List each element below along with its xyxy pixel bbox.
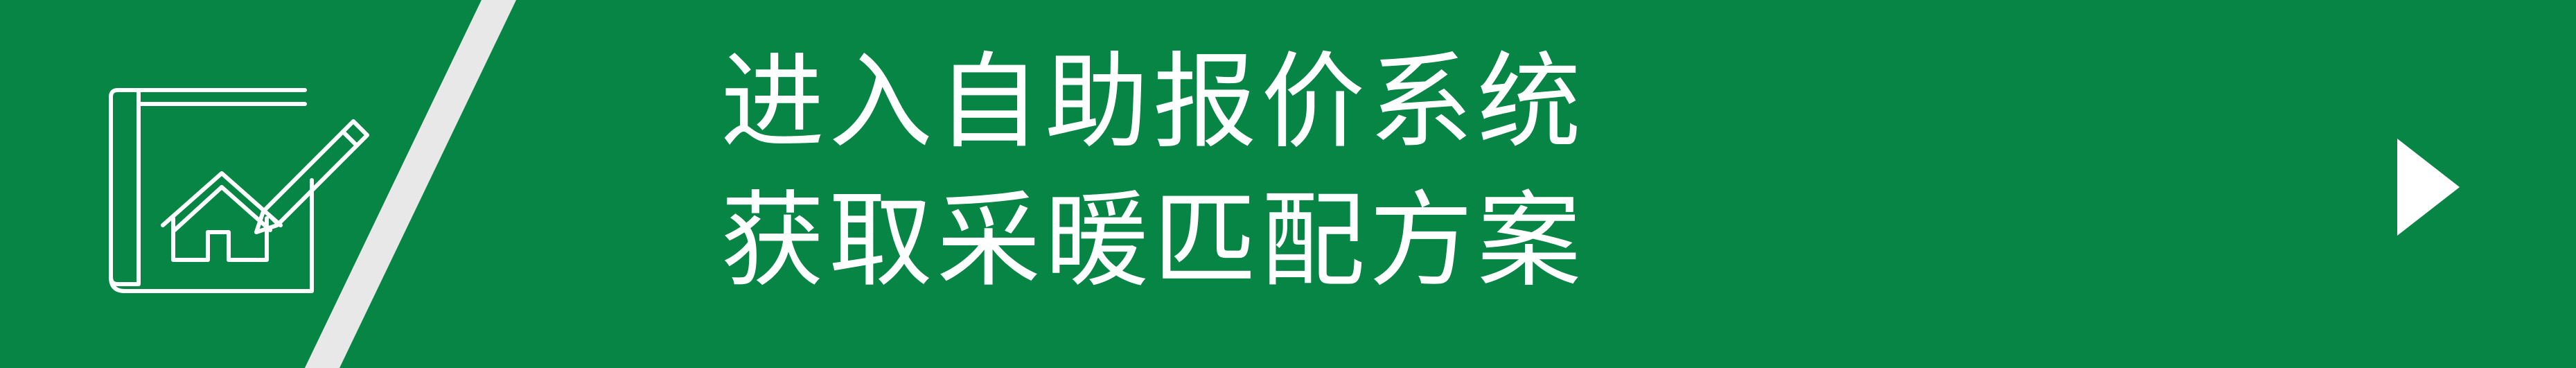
play-arrow-icon[interactable] bbox=[2390, 135, 2467, 239]
banner-line-2: 获取采暖匹配方案 bbox=[721, 181, 1586, 301]
banner-line-1: 进入自助报价系统 bbox=[721, 42, 1586, 163]
house-blueprint-pencil-icon bbox=[109, 88, 369, 293]
banner-text: 进入自助报价系统 获取采暖匹配方案 bbox=[721, 33, 1585, 310]
